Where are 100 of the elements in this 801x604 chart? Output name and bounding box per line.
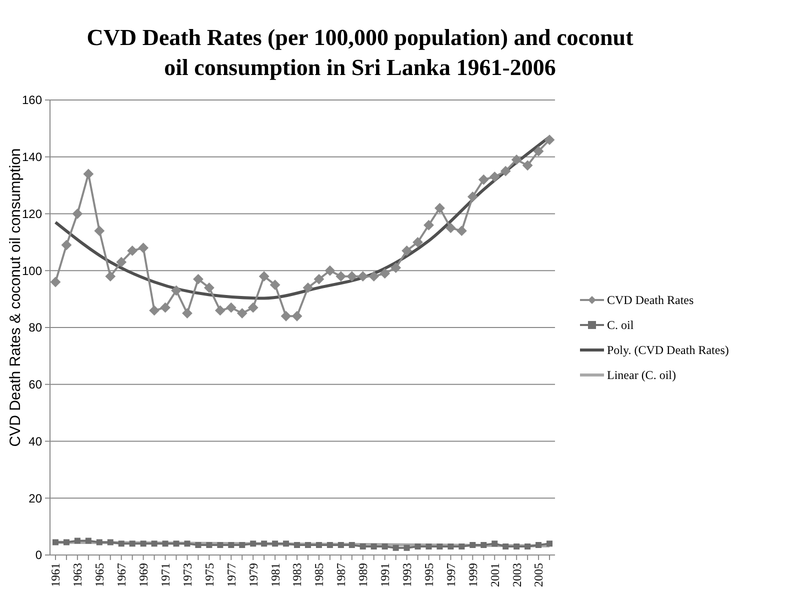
- point: [314, 274, 324, 284]
- point: [162, 540, 168, 547]
- point: [402, 246, 412, 256]
- point: [94, 226, 104, 236]
- point: [336, 271, 346, 282]
- point: [436, 543, 443, 550]
- point: [544, 134, 555, 145]
- point: [468, 192, 478, 202]
- y-axis-title: CVD Death Rates & coconut oil consumption: [7, 148, 24, 447]
- y-tick-label: 140: [22, 150, 42, 164]
- point: [392, 544, 399, 551]
- point: [74, 538, 80, 544]
- point: [184, 540, 190, 547]
- y-tick-label: 20: [28, 491, 42, 506]
- point: [456, 226, 467, 236]
- x-tick-label: 1991: [378, 563, 392, 587]
- point: [215, 305, 226, 316]
- x-tick-label: 1983: [290, 563, 304, 587]
- point: [368, 271, 379, 282]
- point: [358, 271, 368, 282]
- point: [304, 542, 311, 548]
- x-tick-label: 2003: [510, 563, 524, 587]
- point: [160, 302, 170, 313]
- point: [546, 540, 553, 547]
- point: [283, 540, 290, 547]
- point: [138, 242, 148, 253]
- x-tick-label: 1981: [268, 563, 282, 587]
- point: [127, 246, 138, 256]
- y-tick-label: 120: [22, 206, 42, 221]
- legend-label: C. oil: [607, 318, 634, 332]
- point: [458, 543, 465, 550]
- point: [182, 308, 192, 318]
- point: [414, 543, 421, 550]
- point: [404, 544, 410, 551]
- x-tick-label: 1965: [92, 563, 107, 587]
- point: [259, 271, 270, 282]
- x-tick-label: 1971: [158, 563, 172, 587]
- point: [302, 282, 313, 293]
- point: [316, 542, 322, 548]
- x-tick-label: 1979: [246, 563, 260, 587]
- x-tick-label: 1967: [114, 563, 129, 587]
- point: [206, 542, 212, 548]
- point: [480, 542, 487, 548]
- point: [524, 543, 531, 550]
- point: [193, 274, 204, 284]
- point: [140, 540, 146, 547]
- x-tick-label: 1987: [334, 563, 348, 587]
- point: [382, 543, 388, 550]
- y-tick-label: 80: [28, 320, 42, 335]
- point: [424, 220, 434, 230]
- point: [426, 543, 432, 550]
- point: [171, 286, 182, 296]
- chart-title: CVD Death Rates (per 100,000 population) and coconut oil consumption in Sri Lanka 1961-2006: [86, 25, 634, 80]
- point: [338, 542, 344, 548]
- x-tick-label: 2005: [532, 563, 546, 587]
- y-tick-label: 40: [28, 434, 42, 448]
- point: [226, 302, 236, 313]
- x-tick-label: 1997: [444, 563, 458, 587]
- point: [434, 203, 445, 214]
- x-tick-label: 1999: [466, 563, 480, 587]
- point: [380, 268, 390, 278]
- point: [52, 539, 58, 546]
- point: [324, 266, 335, 276]
- x-tick-label: 1995: [422, 563, 436, 587]
- point: [281, 311, 292, 322]
- legend-label: Poly. (CVD Death Rates): [607, 343, 729, 358]
- point: [63, 539, 70, 546]
- point: [195, 542, 202, 548]
- point: [390, 262, 401, 273]
- point: [536, 542, 542, 548]
- point: [490, 172, 500, 182]
- x-tick-label: 1969: [136, 563, 151, 587]
- point: [502, 543, 509, 550]
- point: [250, 540, 256, 547]
- point: [500, 166, 511, 176]
- legend-label: Linear (C. oil): [607, 368, 676, 382]
- point: [412, 237, 423, 248]
- point: [217, 542, 224, 548]
- point: [360, 543, 366, 550]
- point: [237, 308, 248, 318]
- point: [272, 540, 278, 547]
- point: [116, 257, 126, 268]
- point: [50, 277, 60, 287]
- point: [85, 538, 92, 544]
- point: [248, 302, 258, 313]
- x-tick-label: 1961: [48, 563, 63, 587]
- point: [270, 280, 280, 290]
- point: [478, 174, 489, 185]
- point: [514, 543, 520, 550]
- point: [107, 539, 114, 546]
- point: [522, 160, 533, 170]
- point: [512, 154, 522, 165]
- point: [492, 540, 498, 547]
- y-tick-label: 0: [35, 548, 42, 562]
- point: [129, 540, 136, 547]
- legend-label: CVD Death Rates: [607, 293, 694, 308]
- point: [326, 542, 333, 548]
- x-tick-label: 1963: [70, 563, 85, 587]
- y-tick-label: 100: [22, 264, 42, 278]
- point: [239, 542, 246, 548]
